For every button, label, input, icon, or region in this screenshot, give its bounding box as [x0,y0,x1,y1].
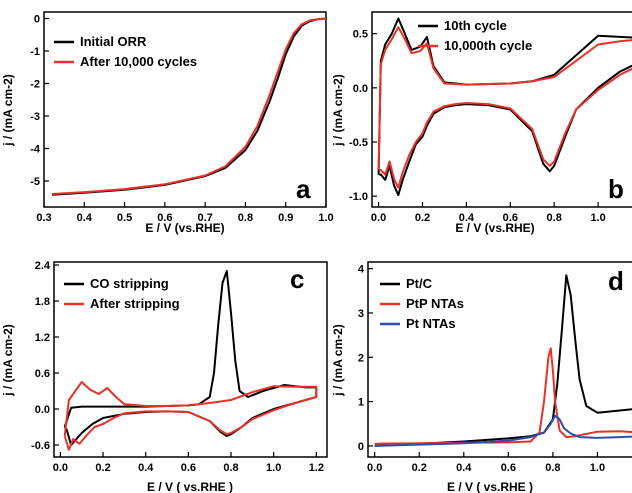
panel-b-legend-label: 10,000th cycle [444,38,532,53]
panel-b-xlabel: E / V (vs.RHE) [455,221,534,235]
panel-d-xtick-label: 0.6 [501,462,516,474]
panel-b-ticks: 0.00.20.40.60.81.01.20.50.0-0.5-1.0 [349,29,606,224]
panel-a-letter: a [296,174,311,204]
panel-a-ylabel: j / (mA cm-2) [1,74,15,147]
panel-a-ytick-label: -5 [30,176,40,188]
panel-a-xtick-label: 0.3 [36,212,51,224]
panel-d-ticks: 0.00.20.40.60.81.01.243210 [358,264,605,474]
panel-d-xtick-label: 0.2 [412,462,427,474]
panel-c-ytick-label: 1.8 [35,296,50,308]
panel-b-series-1-line [377,26,632,189]
panel-b-xtick-label: 1.0 [590,212,605,224]
panel-a-ytick-label: 0 [34,14,40,26]
panel-b-letter: b [608,174,624,204]
panel-c-xtick-label: 0.2 [95,462,110,474]
panel-d-ytick-label: 4 [358,264,365,276]
panel-c-ytick-label: -0.6 [31,440,50,452]
panel-c-xtick-label: 1.0 [266,462,281,474]
panel-b-ytick-label: -1.0 [349,191,368,203]
panel-a-series-1-line [52,17,326,195]
panel-a-xtick-label: 0.6 [157,212,172,224]
panel-c-ytick-label: 2.4 [35,260,51,272]
panel-d-legend-label: Pt/C [406,276,433,291]
panel-c-legend-label: After stripping [90,296,180,311]
panel-d-legend: Pt/C PtP NTAs Pt NTAs [380,276,464,331]
panel-d-ytick-label: 3 [358,308,364,320]
panel-d-legend-label: PtP NTAs [406,296,464,311]
panel-c-series-1-line [63,381,318,451]
panel-d-letter: d [608,266,624,296]
panel-a-legend-label: After 10,000 cycles [80,54,197,69]
panel-c-ylabel: j / (mA cm-2) [1,324,15,397]
panel-b-xtick-label: 0.2 [415,212,430,224]
panel-b-ytick-label: 0.5 [353,29,368,41]
panel-b-xtick-label: 0.4 [459,212,475,224]
panel-c-letter: c [290,264,304,294]
panel-d-series-0-line [374,274,632,447]
panel-a-xtick-label: 0.5 [117,212,132,224]
panel-d-xtick-label: 1.0 [590,462,605,474]
panel-c-ytick-label: 0.6 [35,368,50,380]
panel-a-legend-label: Initial ORR [80,34,147,49]
panel-a-ytick-label: -1 [30,46,40,58]
panel-a-series [52,17,326,196]
panel-c-xtick-label: 1.2 [309,462,324,474]
panel-c-xtick-label: 0.8 [223,462,238,474]
panel-b-xtick-label: 0.6 [503,212,518,224]
panel-b-series [377,17,632,197]
panel-b-xtick-label: 0.0 [371,212,386,224]
panel-d-ytick-label: 1 [358,397,364,409]
panel-a-ytick-label: -4 [30,144,41,156]
panel-a: 0.3 0.4 0.5 0.6 0.7 0.8 0.9 1.0 0 -1 -2 -3 -4 -5 Init… [1,11,334,235]
panel-b-legend-label: 10th cycle [444,18,507,33]
panel-a-xtick-label: 0.7 [197,212,212,224]
panel-d-frame [367,261,632,458]
panel-d-ylabel: j / (mA cm-2) [331,324,345,397]
panel-d-xtick-label: 0.8 [545,462,560,474]
panel-b-frame [371,11,632,208]
panel-d-ytick-label: 2 [358,352,364,364]
panel-b-xtick-label: 0.8 [547,212,562,224]
panel-a-ytick-label: -2 [30,79,40,91]
panel-c-ytick-label: 1.2 [35,332,50,344]
panel-b-legend: 10th cycle 10,000th cycle [418,18,532,53]
panel-a-xtick-label: 1.0 [318,212,333,224]
panel-c-xlabel: E / V ( vs.RHE ) [147,480,233,493]
panel-d-xlabel: E / V ( vs.RHE ) [447,480,533,493]
panel-d-xtick-label: 0.0 [367,462,382,474]
panel-c: 0.0 0.2 0.4 0.6 0.8 1.0 1.22.41.81.20.60.0-0.6… [1,260,328,493]
panel-a-xtick-label: 0.4 [77,212,93,224]
panel-c-ticks: 0.0 0.2 0.4 0.6 0.8 1.0 1.22.41.81.20.60.0-0.6 [31,260,324,474]
panel-d-legend-label: Pt NTAs [406,316,456,331]
panel-d-series [374,274,632,447]
panel-a-xlabel: E / V (vs.RHE) [145,221,224,235]
panel-c-xtick-label: 0.4 [138,462,154,474]
panel-c-xtick-label: 0.0 [53,462,68,474]
panel-d-ytick-label: 0 [358,441,364,453]
panel-c-xtick-label: 0.6 [181,462,196,474]
panel-c-legend: CO stripping After stripping [64,276,180,311]
panel-d-xtick-label: 0.4 [456,462,472,474]
panel-a-frame [43,11,327,208]
panel-b-ytick-label: 0.0 [353,83,368,95]
panel-b-ylabel: j / (mA cm-2) [331,74,345,147]
panel-a-ytick-label: -3 [30,111,40,123]
panel-d-series-2-line [374,414,632,447]
panel-c-legend-label: CO stripping [90,276,169,291]
panel-c-ytick-label: 0.0 [35,404,50,416]
panel-a-ticks: 0.3 0.4 0.5 0.6 0.7 0.8 0.9 1.0 0 -1 -2 -3 -4 -5 [30,14,333,225]
panel-a-legend: Initial ORR After 10,000 cycles [54,34,197,69]
panel-b: 0.00.20.40.60.81.01.20.50.0-0.5-1.0 10th… [331,11,632,235]
panel-c-frame [53,261,328,458]
panel-a-xtick-label: 0.8 [238,212,253,224]
panel-c-series [63,270,318,451]
panel-b-ytick-label: -0.5 [349,137,368,149]
panel-a-xtick-label: 0.9 [278,212,293,224]
panel-d-series-1-line [374,347,632,445]
